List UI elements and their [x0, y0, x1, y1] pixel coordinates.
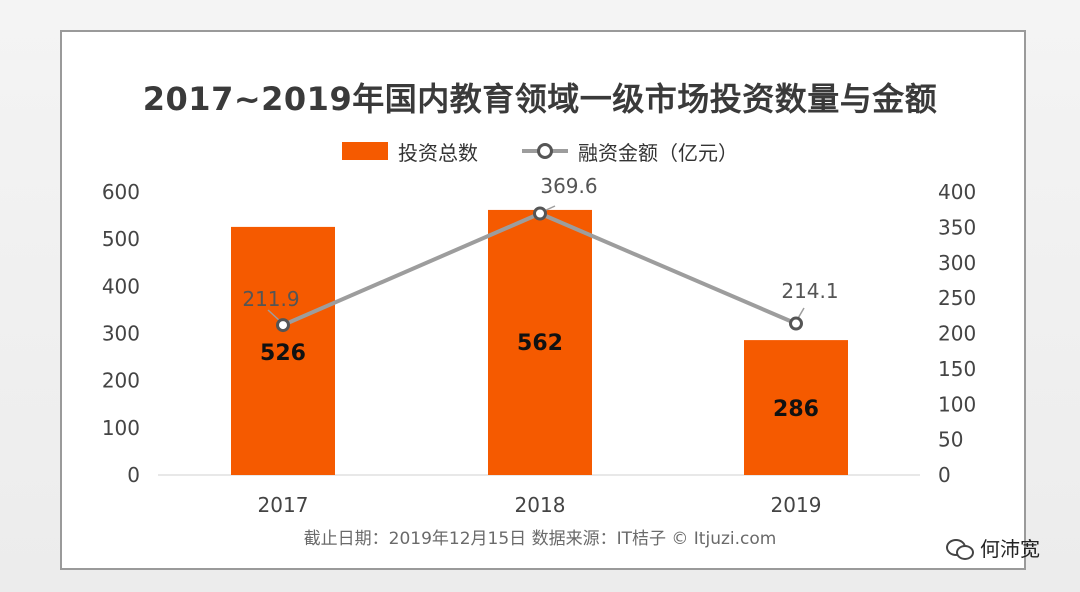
source-note: 截止日期：2019年12月15日 数据来源：IT桔子 © Itjuzi.com — [303, 529, 777, 549]
x-tick-label: 2017 — [258, 493, 309, 517]
line-point-marker — [276, 318, 290, 333]
y-right-tick-label: 50 — [938, 428, 963, 452]
y-left-tick-label: 600 — [102, 180, 140, 204]
line-value-label: 214.1 — [781, 279, 838, 303]
watermark-text: 何沛宽 — [980, 537, 1040, 561]
y-left-tick-label: 200 — [102, 369, 140, 393]
bar-value-label: 526 — [260, 341, 306, 366]
line-value-label: 369.6 — [540, 174, 597, 198]
y-right-tick-label: 250 — [938, 286, 976, 310]
y-right-tick-label: 400 — [938, 180, 976, 204]
bar — [488, 209, 592, 475]
legend-line-swatch — [522, 142, 568, 160]
legend-line-label: 融资金额（亿元） — [578, 140, 738, 165]
x-tick-label: 2018 — [515, 493, 566, 517]
y-left-tick-label: 100 — [102, 416, 140, 440]
y-left-tick-label: 0 — [127, 463, 140, 487]
chart-title: 2017~2019年国内教育领域一级市场投资数量与金额 — [142, 80, 938, 118]
y-left-tick-label: 400 — [102, 274, 140, 298]
line-point-marker — [533, 206, 547, 221]
legend: 投资总数 融资金额（亿元） — [0, 136, 1080, 166]
y-right-tick-label: 0 — [938, 463, 951, 487]
y-left-tick-label: 300 — [102, 322, 140, 346]
y-right-tick-label: 350 — [938, 215, 976, 239]
legend-item-line: 融资金额（亿元） — [522, 137, 738, 166]
y-right-tick-label: 200 — [938, 322, 976, 346]
y-right-tick-label: 150 — [938, 357, 976, 381]
bar-value-label: 562 — [517, 331, 563, 356]
wechat-icon — [946, 537, 974, 560]
line-point-marker — [789, 316, 803, 331]
legend-bar-swatch — [342, 142, 388, 160]
y-left-tick-label: 500 — [102, 227, 140, 251]
legend-bar-label: 投资总数 — [398, 140, 478, 165]
bar — [231, 226, 335, 475]
watermark: 何沛宽 — [946, 533, 1040, 562]
y-right-tick-label: 100 — [938, 392, 976, 416]
legend-item-bars: 投资总数 — [342, 137, 478, 166]
bar — [744, 340, 848, 475]
bar-value-label: 286 — [773, 397, 819, 422]
y-right-tick-label: 300 — [938, 251, 976, 275]
line-value-label: 211.9 — [242, 287, 299, 311]
x-tick-label: 2019 — [771, 493, 822, 517]
